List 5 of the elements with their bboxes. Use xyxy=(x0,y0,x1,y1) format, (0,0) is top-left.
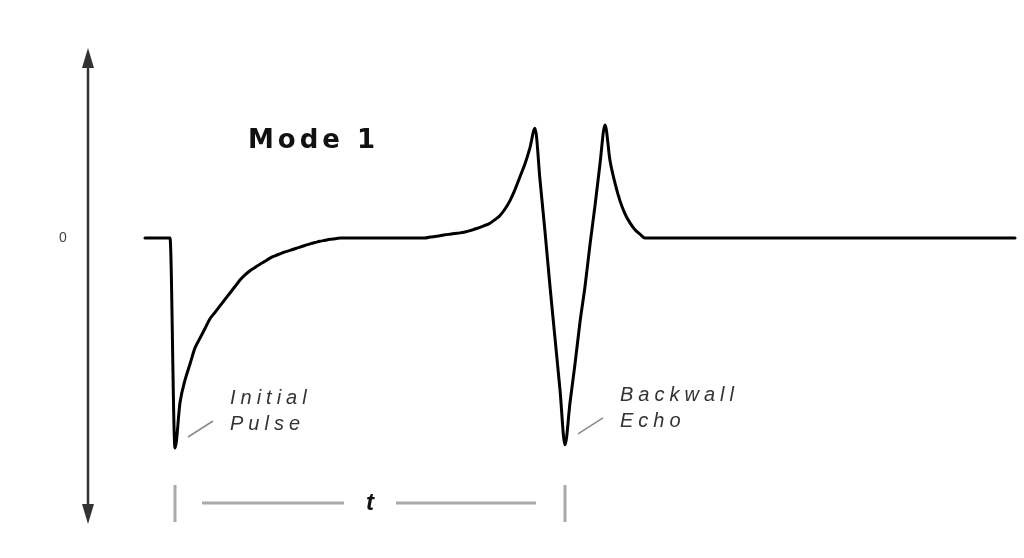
text: t xyxy=(366,487,375,515)
annotation: Initial Pulse xyxy=(230,386,312,434)
annotation: Backwall Echo xyxy=(620,382,739,431)
text: 0 xyxy=(59,228,68,245)
chart-title: Mode 1 xyxy=(248,124,380,154)
